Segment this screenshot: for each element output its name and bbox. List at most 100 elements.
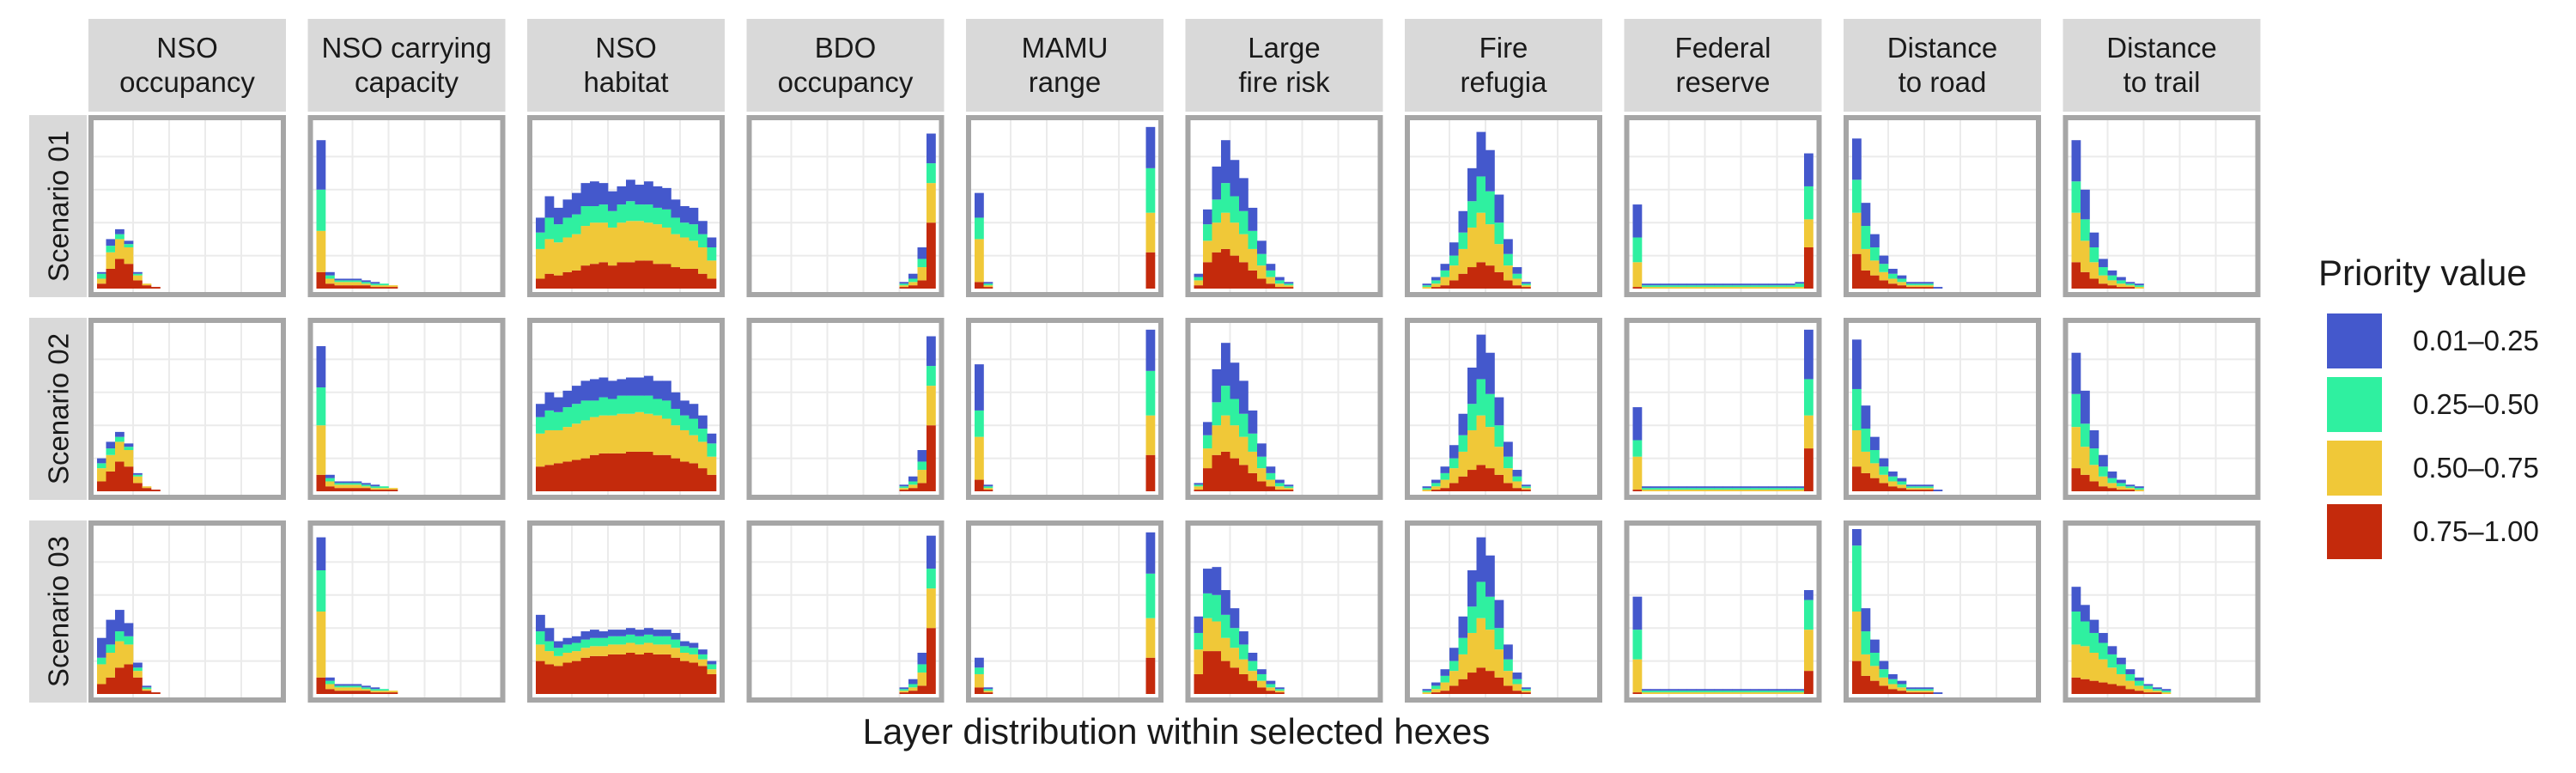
- histogram-bar-segment: [325, 271, 335, 276]
- histogram-bar-segment: [1852, 138, 1862, 180]
- histogram-bar-segment: [1741, 488, 1751, 490]
- facet-panel: [1624, 115, 1822, 297]
- histogram-bar-segment: [2081, 219, 2090, 241]
- facet-panel: [88, 520, 286, 703]
- histogram-bar-segment: [590, 655, 599, 694]
- histogram-bar-segment: [899, 687, 909, 690]
- histogram-bar-segment: [562, 653, 573, 663]
- panel-border: [2063, 115, 2261, 297]
- histogram-bar-segment: [1476, 465, 1486, 491]
- histogram-bar-segment: [1750, 689, 1759, 691]
- histogram-bar-segment: [1145, 329, 1156, 371]
- histogram-bar-segment: [1897, 687, 1907, 691]
- histogram-bar-segment: [1494, 194, 1504, 223]
- histogram-bar-segment: [2071, 181, 2081, 213]
- histogram-bar-segment: [334, 280, 344, 283]
- histogram-bar-segment: [1494, 677, 1504, 694]
- histogram-bar-segment: [352, 481, 362, 484]
- histogram-bar-segment: [580, 631, 591, 640]
- histogram-bar-segment: [1504, 280, 1513, 289]
- histogram-bar-segment: [1678, 689, 1687, 691]
- histogram-bar-segment: [343, 481, 353, 484]
- histogram-bar-segment: [1504, 456, 1513, 469]
- histogram-bar-segment: [1732, 287, 1741, 289]
- histogram-bar-segment: [1804, 600, 1814, 630]
- histogram-bar-segment: [1458, 248, 1468, 274]
- histogram-bar-segment: [1722, 283, 1733, 286]
- histogram-bar-segment: [1879, 280, 1889, 289]
- histogram-bar-segment: [680, 646, 690, 653]
- histogram-bar-segment: [1485, 224, 1495, 266]
- histogram-bar-segment: [1212, 567, 1222, 595]
- histogram-bar-segment: [1888, 689, 1898, 694]
- histogram-bar-segment: [975, 410, 984, 437]
- histogram-bar-segment: [1660, 691, 1669, 693]
- histogram-bar-segment: [325, 481, 335, 487]
- histogram-bar-segment: [598, 222, 609, 263]
- legend-swatch: [2327, 504, 2382, 559]
- histogram-bar-segment: [689, 268, 699, 289]
- histogram-bar-segment: [554, 224, 563, 243]
- histogram-bar-segment: [370, 486, 380, 489]
- histogram-bar-segment: [2099, 275, 2108, 284]
- histogram-bar-segment: [1852, 339, 1862, 389]
- legend-label: 0.25–0.50: [2413, 388, 2539, 420]
- panel-background: [307, 520, 506, 703]
- histogram-bar-segment: [1431, 283, 1441, 288]
- histogram-bar-segment: [1257, 673, 1267, 681]
- histogram-bar-segment: [2117, 664, 2126, 674]
- histogram-bar-segment: [1768, 283, 1777, 286]
- histogram-bar-segment: [536, 217, 545, 233]
- histogram-bar-segment: [1879, 474, 1889, 484]
- histogram-bar-segment: [1879, 458, 1889, 467]
- histogram-bar-segment: [1145, 454, 1156, 491]
- histogram-bar-segment: [133, 472, 143, 475]
- histogram-bar-segment: [1879, 264, 1889, 272]
- histogram-bar-segment: [598, 262, 609, 289]
- histogram-bar-segment: [361, 280, 371, 283]
- histogram-bar-segment: [662, 227, 671, 265]
- histogram-bar-segment: [2135, 285, 2144, 288]
- histogram-bar-segment: [698, 273, 708, 289]
- histogram-bar-segment: [1750, 287, 1759, 289]
- histogram-bar-segment: [1431, 486, 1441, 490]
- histogram-bar-segment: [554, 648, 563, 656]
- histogram-bar-segment: [2117, 673, 2126, 686]
- histogram-bar-segment: [626, 634, 635, 643]
- histogram-bar-segment: [1786, 488, 1795, 490]
- histogram-bar-segment: [1194, 649, 1204, 674]
- histogram-bar-segment: [1239, 644, 1249, 660]
- histogram-bar-segment: [1750, 692, 1759, 694]
- histogram-bar-segment: [1284, 283, 1294, 286]
- histogram-bar-segment: [1668, 486, 1679, 489]
- histogram-bar-segment: [1467, 201, 1477, 228]
- histogram-bar-segment: [1804, 186, 1814, 220]
- histogram-bar-segment: [1257, 278, 1267, 289]
- histogram-bar-segment: [115, 610, 125, 632]
- histogram-bar-segment: [1924, 282, 1934, 284]
- histogram-bar-segment: [1686, 486, 1697, 489]
- histogram-bar-segment: [1852, 212, 1862, 254]
- histogram-bar-segment: [2089, 262, 2099, 279]
- histogram-bar-segment: [388, 287, 398, 289]
- column-strip-label: BDO occupancy: [778, 32, 914, 98]
- histogram-bar-segment: [106, 619, 116, 645]
- histogram-bar-segment: [1768, 285, 1777, 288]
- histogram-bar-segment: [580, 648, 591, 658]
- facet-panel: [88, 115, 286, 297]
- histogram-bar-segment: [1239, 465, 1249, 491]
- histogram-bar-segment: [361, 484, 371, 487]
- histogram-bar-segment: [2135, 691, 2144, 694]
- histogram-bar-segment: [106, 239, 116, 247]
- histogram-bar-segment: [124, 247, 134, 265]
- histogram-bar-segment: [1888, 471, 1898, 477]
- histogram-bar-segment: [1203, 448, 1212, 469]
- histogram-bar-segment: [1924, 484, 1934, 487]
- histogram-bar-segment: [671, 648, 681, 658]
- histogram-bar-segment: [544, 641, 555, 652]
- facet-panel: [1185, 318, 1383, 500]
- histogram-bar-segment: [142, 488, 152, 491]
- histogram-bar-segment: [1879, 466, 1889, 475]
- histogram-bar-segment: [370, 283, 380, 286]
- histogram-bar-segment: [626, 413, 635, 452]
